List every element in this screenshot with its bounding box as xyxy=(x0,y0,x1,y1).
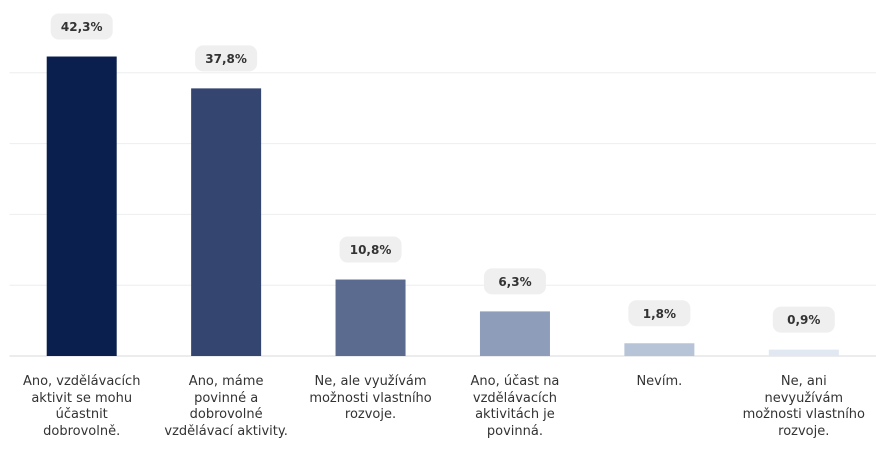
value-label-pill xyxy=(772,306,835,333)
value-label-pill xyxy=(628,300,691,327)
x-tick-label: Ano, máme povinné a dobrovolné vzdělávac… xyxy=(164,374,288,439)
bar xyxy=(768,349,839,356)
bar xyxy=(624,343,695,356)
value-label: 0,9% xyxy=(787,313,820,327)
x-tick-label: Ano, účast na vzdělávacích aktivitách je… xyxy=(470,374,560,439)
value-label: 42,3% xyxy=(61,20,103,34)
value-label-pill xyxy=(339,236,402,263)
x-tick-label: Ano, vzdělávacích aktivit se mohu účastn… xyxy=(22,374,141,439)
x-tick-label: Ne, ale využívám možnosti vlastního rozv… xyxy=(309,374,432,422)
bar xyxy=(335,279,406,356)
bar xyxy=(46,56,117,357)
value-label-pill xyxy=(483,268,546,295)
value-label-pill xyxy=(195,45,258,72)
bar xyxy=(191,88,262,356)
x-tick-label: Nevím. xyxy=(636,374,683,389)
bar xyxy=(479,311,550,356)
value-label-pill xyxy=(50,13,113,40)
value-label: 37,8% xyxy=(205,52,247,66)
value-label: 6,3% xyxy=(498,275,531,289)
value-label: 10,8% xyxy=(350,243,392,257)
x-tick-label: Ne, ani nevyužívám možnosti vlastního ro… xyxy=(742,374,865,439)
value-label: 1,8% xyxy=(643,307,676,321)
